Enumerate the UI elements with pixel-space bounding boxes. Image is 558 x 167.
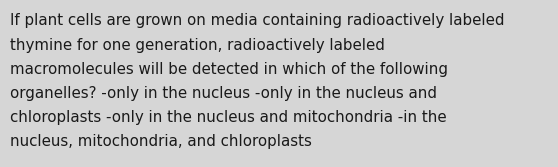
- Text: macromolecules will be detected in which of the following: macromolecules will be detected in which…: [10, 62, 448, 77]
- Text: thymine for one generation, radioactively labeled: thymine for one generation, radioactivel…: [10, 38, 385, 53]
- Text: If plant cells are grown on media containing radioactively labeled: If plant cells are grown on media contai…: [10, 13, 504, 28]
- Text: chloroplasts -only in the nucleus and mitochondria -in the: chloroplasts -only in the nucleus and mi…: [10, 110, 446, 125]
- Text: nucleus, mitochondria, and chloroplasts: nucleus, mitochondria, and chloroplasts: [10, 134, 312, 149]
- Text: organelles? -only in the nucleus -only in the nucleus and: organelles? -only in the nucleus -only i…: [10, 86, 437, 101]
